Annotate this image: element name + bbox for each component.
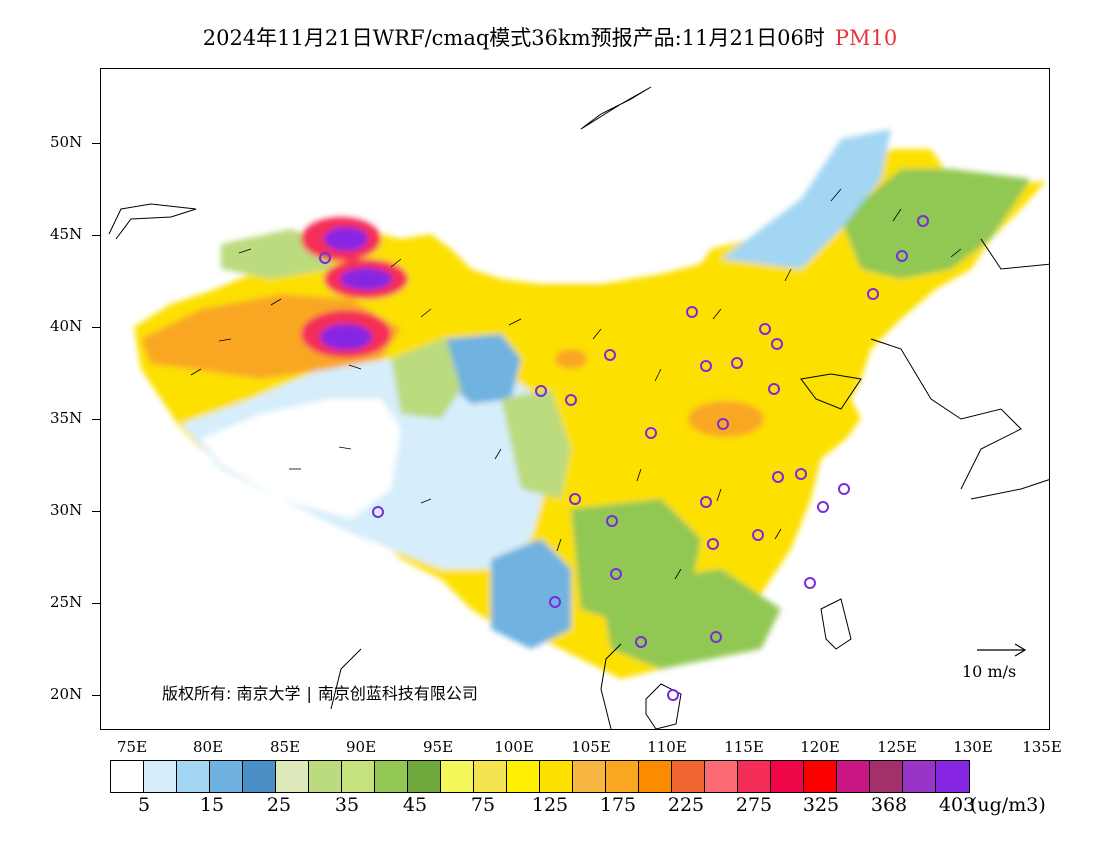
colorbar-cell [375, 761, 408, 792]
colorbar-cell [177, 761, 210, 792]
colorbar-unit: (ug/m3) [970, 794, 1046, 816]
lat-tick [92, 327, 100, 328]
lat-tick [92, 419, 100, 420]
chart-title: 2024年11月21日WRF/cmaq模式36km预报产品:11月21日06时 P… [0, 22, 1100, 52]
wind-reference-label: 10 m/s [962, 662, 1017, 681]
lon-label-115e: 115E [724, 738, 764, 756]
lat-tick [92, 235, 100, 236]
hotspot-purple-3 [320, 324, 372, 350]
wind-vectors [190, 188, 962, 580]
colorbar-cell [342, 761, 375, 792]
colorbar-cell [507, 761, 540, 792]
colorbar-cell [573, 761, 606, 792]
lon-label-75e: 75E [116, 738, 148, 756]
northeast-blue-region [721, 129, 891, 269]
colorbar-label-225: 225 [667, 794, 705, 816]
lat-label-45n: 45N [50, 225, 83, 243]
hotspot-orange-sx [555, 349, 587, 369]
colorbar-cell [606, 761, 639, 792]
lat-label-25n: 25N [50, 593, 83, 611]
colorbar-cell [870, 761, 903, 792]
colorbar-label-45: 45 [402, 794, 428, 816]
colorbar-label-368: 368 [870, 794, 908, 816]
colorbar-cell [210, 761, 243, 792]
hotspot-purple-2 [340, 268, 392, 290]
lon-label-135e: 135E [1022, 738, 1062, 756]
lat-tick [92, 603, 100, 604]
lat-label-50n: 50N [50, 133, 83, 151]
lat-label-30n: 30N [50, 501, 83, 519]
colorbar-label-325: 325 [802, 794, 840, 816]
colorbar-cell [408, 761, 441, 792]
lat-tick [92, 695, 100, 696]
tibet-white-region [201, 399, 401, 519]
lat-label-20n: 20N [50, 685, 83, 703]
colorbar [110, 760, 970, 793]
copyright-owner: 版权所有: [162, 684, 232, 703]
lon-label-90e: 90E [345, 738, 377, 756]
colorbar-label-5: 5 [137, 794, 151, 816]
colorbar-cell [144, 761, 177, 792]
copyright-separator: | [306, 684, 312, 703]
colorbar-cell [804, 761, 837, 792]
colorbar-cell [705, 761, 738, 792]
colorbar-cell [771, 761, 804, 792]
copyright-org-2: 南京创蓝科技有限公司 [317, 684, 478, 703]
colorbar-label-403: 403 [938, 794, 976, 816]
colorbar-label-275: 275 [735, 794, 773, 816]
lon-label-100e: 100E [494, 738, 534, 756]
colorbar-cell [936, 761, 969, 792]
colorbar-cell [672, 761, 705, 792]
lat-label-35n: 35N [50, 409, 83, 427]
lon-label-80e: 80E [192, 738, 224, 756]
wind-reference-arrow-icon [977, 643, 1027, 657]
colorbar-label-75: 75 [470, 794, 496, 816]
colorbar-label-175: 175 [599, 794, 637, 816]
colorbar-cell [540, 761, 573, 792]
lon-label-120e: 120E [800, 738, 840, 756]
colorbar-cell [111, 761, 144, 792]
colorbar-cell [474, 761, 507, 792]
sichuan-green-region [501, 389, 571, 499]
colorbar-cell [738, 761, 771, 792]
copyright-org-1: 南京大学 [236, 684, 301, 703]
station-markers [319, 215, 929, 701]
lon-label-85e: 85E [269, 738, 301, 756]
title-variable: PM10 [834, 26, 898, 50]
lon-label-125e: 125E [877, 738, 917, 756]
colorbar-cell [903, 761, 936, 792]
lon-label-105e: 105E [571, 738, 611, 756]
lon-label-130e: 130E [953, 738, 993, 756]
lat-label-40n: 40N [50, 317, 83, 335]
lat-tick [92, 143, 100, 144]
copyright-notice: 版权所有: 南京大学 | 南京创蓝科技有限公司 [162, 680, 478, 704]
colorbar-cell [639, 761, 672, 792]
colorbar-cell [276, 761, 309, 792]
title-text: 2024年11月21日WRF/cmaq模式36km预报产品:11月21日06时 [202, 26, 825, 50]
colorbar-label-125: 125 [531, 794, 569, 816]
qinghai-blue-region [441, 334, 521, 404]
northeast-green-region [841, 169, 1031, 279]
southwest-blue-region [491, 539, 571, 649]
colorbar-cell [243, 761, 276, 792]
lon-label-95e: 95E [422, 738, 454, 756]
colorbar-cell [309, 761, 342, 792]
lat-tick [92, 511, 100, 512]
pm10-field-map [108, 86, 1049, 729]
map-panel [100, 68, 1050, 730]
colorbar-label-15: 15 [199, 794, 225, 816]
boundary-lines [108, 86, 1049, 729]
colorbar-label-25: 25 [266, 794, 292, 816]
colorbar-cell [441, 761, 474, 792]
lon-label-110e: 110E [647, 738, 687, 756]
colorbar-label-35: 35 [334, 794, 360, 816]
qinghai-green-region [391, 337, 461, 419]
hotspot-purple-1 [324, 227, 368, 251]
colorbar-cell [837, 761, 870, 792]
